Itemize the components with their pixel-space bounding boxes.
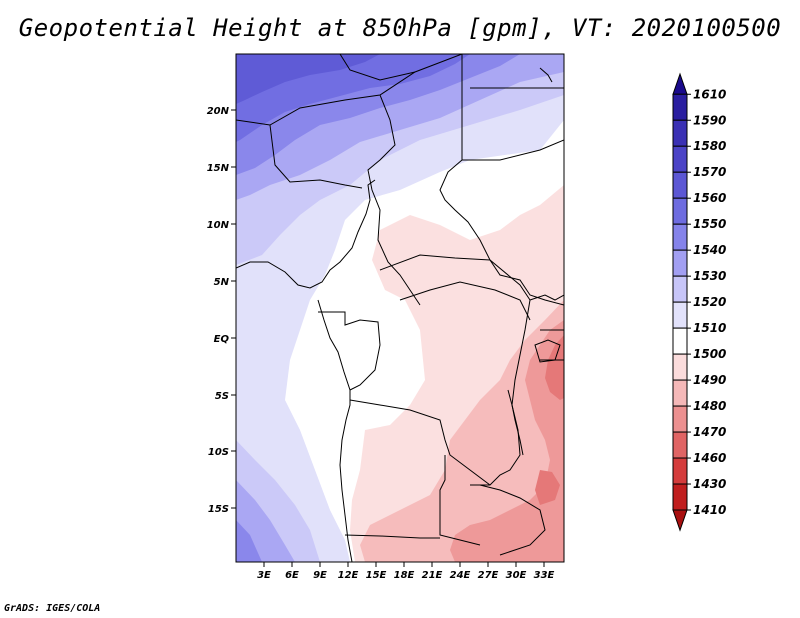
- colorbar-arrow-top: [672, 72, 688, 95]
- fill-1470: [535, 335, 564, 505]
- lat-ticks: [231, 109, 236, 509]
- border-sudan-inner: [462, 139, 564, 161]
- colorbar-swatch: [672, 379, 688, 407]
- lon-label: 6E: [285, 570, 299, 581]
- colorbar-swatch: [672, 327, 688, 355]
- fill-1490: [360, 300, 564, 562]
- border-gabon: [318, 311, 381, 391]
- colorbar-label: 1570: [693, 165, 726, 179]
- colorbar-label: 1460: [693, 451, 726, 465]
- lon-label: 24E: [450, 570, 471, 581]
- colorbar-labels: 1610 1590 1580 1570 1560 1550 1540 1530 1520 1510…: [687, 87, 726, 517]
- colorbar-label: 1470: [693, 425, 726, 439]
- border-angola-zambia: [439, 455, 481, 546]
- map-frame: [235, 53, 565, 563]
- lat-label: EQ: [214, 334, 230, 345]
- gabon-congo-angola-coast: [317, 299, 353, 562]
- lon-label: 9E: [313, 570, 327, 581]
- lat-labels: 20N 15N 10N 5N EQ 5S 10S 15S: [207, 106, 230, 515]
- colorbar-label: 1590: [693, 113, 726, 127]
- border-cameroon-chad: [367, 94, 421, 306]
- colorbar-swatch: [672, 93, 688, 121]
- colorbar-swatch: [672, 275, 688, 303]
- border-drc-south: [349, 399, 491, 486]
- lat-label: 20N: [207, 106, 230, 117]
- colorbar-label: 1410: [693, 503, 726, 517]
- colorbar-label: 1580: [693, 139, 726, 153]
- colorbar-arrow-bottom: [672, 509, 688, 532]
- map-panel: [236, 54, 564, 562]
- lon-labels: 3E 6E 9E 12E 15E 18E 21E 24E 27E 30E 33E: [257, 570, 554, 581]
- colorbar-swatch: [672, 405, 688, 433]
- border-namibia: [344, 534, 440, 539]
- border-chad-sudan: [439, 54, 564, 306]
- colorbar-swatch: [672, 353, 688, 381]
- colorbar-label: 1610: [693, 87, 726, 101]
- colorbar-label: 1500: [693, 347, 726, 361]
- lat-label: 15S: [208, 504, 229, 515]
- fill-1570: [236, 54, 380, 104]
- colorbar-label: 1520: [693, 295, 726, 309]
- colorbar-label: 1530: [693, 269, 726, 283]
- colorbar-swatch: [672, 145, 688, 173]
- border-nigeria: [269, 124, 363, 189]
- colorbar-swatch: [672, 301, 688, 329]
- colorbar-swatch: [672, 249, 688, 277]
- colorbar-label: 1490: [693, 373, 726, 387]
- lat-label: 5S: [215, 391, 229, 402]
- fill-1530: [236, 54, 564, 562]
- lat-label: 15N: [207, 163, 230, 174]
- border-drc-north: [399, 281, 531, 321]
- colorbar-label: 1430: [693, 477, 726, 491]
- lon-label: 27E: [478, 570, 499, 581]
- lake-tanganyika: [507, 389, 524, 456]
- lon-ticks: [263, 562, 545, 567]
- lon-label: 21E: [422, 570, 443, 581]
- coast-red-sea: [539, 67, 553, 83]
- lat-label: 5N: [214, 277, 230, 288]
- colorbar-swatch: [672, 457, 688, 485]
- colorbar-label: 1540: [693, 243, 726, 257]
- colorbar-label: 1550: [693, 217, 726, 231]
- grads-credit: GrADS: IGES/COLA: [4, 603, 101, 614]
- colorbar-swatch: [672, 171, 688, 199]
- lon-label: 12E: [338, 570, 359, 581]
- border-car: [379, 254, 531, 301]
- colorbar-swatch: [672, 223, 688, 251]
- colorbar-swatch: [672, 431, 688, 459]
- lat-label: 10S: [208, 447, 229, 458]
- colorbar-label: 1480: [693, 399, 726, 413]
- lon-label: 30E: [506, 570, 527, 581]
- lon-label: 3E: [257, 570, 271, 581]
- map-title: Geopotential Height at 850hPa [gpm], VT:…: [18, 14, 782, 42]
- boundaries: [236, 54, 564, 562]
- colorbar-swatch: [672, 119, 688, 147]
- lake-victoria: [534, 339, 561, 363]
- lon-label: 33E: [534, 570, 555, 581]
- colorbar: [672, 72, 688, 532]
- fill-1480: [450, 320, 564, 562]
- west-africa-coast: [236, 179, 376, 289]
- colorbar-swatch: [672, 197, 688, 225]
- border-zambia: [479, 484, 546, 556]
- lon-label: 18E: [394, 570, 415, 581]
- colorbar-swatch: [672, 483, 688, 511]
- border-libya: [339, 54, 416, 81]
- lon-label: 15E: [366, 570, 387, 581]
- colorbar-label: 1510: [693, 321, 726, 335]
- lat-label: 10N: [207, 220, 230, 231]
- colorbar-label: 1560: [693, 191, 726, 205]
